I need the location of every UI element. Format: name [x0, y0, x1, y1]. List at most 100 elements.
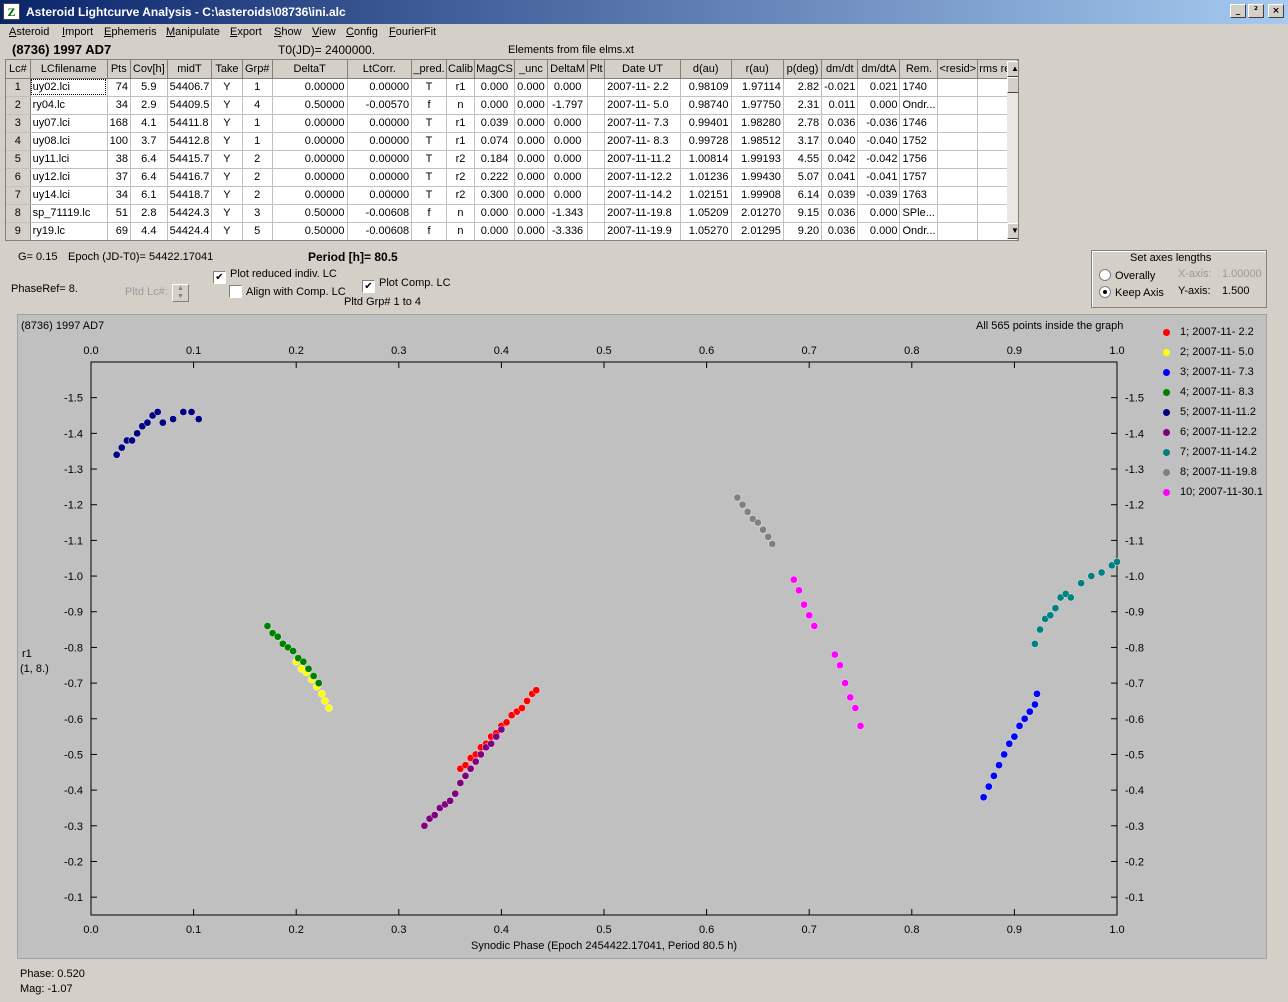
table-cell[interactable]: ry19.lc: [30, 222, 108, 240]
column-header[interactable]: p(deg): [783, 60, 823, 79]
table-cell[interactable]: 54411.8: [167, 114, 213, 133]
table-cell[interactable]: 0.036: [821, 204, 859, 223]
table-cell[interactable]: Y: [211, 186, 243, 205]
table-cell[interactable]: 0.036: [821, 114, 859, 133]
table-cell[interactable]: 0.000: [547, 114, 589, 133]
table-cell[interactable]: 2.8: [130, 204, 168, 223]
table-cell[interactable]: 2: [242, 168, 273, 187]
table-cell[interactable]: [937, 150, 979, 169]
table-cell[interactable]: 2.01270: [731, 204, 784, 223]
table-cell[interactable]: Y: [211, 168, 243, 187]
table-cell[interactable]: Y: [211, 132, 243, 151]
table-cell[interactable]: 2007-11-19.8: [604, 204, 681, 223]
table-cell[interactable]: 0.00000: [347, 168, 413, 187]
table-cell[interactable]: f: [411, 96, 447, 115]
table-cell[interactable]: 3: [6, 114, 31, 133]
table-cell[interactable]: [587, 96, 606, 115]
table-scrollbar[interactable]: ▲ ▼: [1007, 61, 1018, 239]
column-header[interactable]: Rem.: [899, 60, 939, 79]
table-cell[interactable]: uy14.lci: [30, 186, 108, 205]
table-cell[interactable]: f: [411, 222, 447, 240]
table-cell[interactable]: 0.98740: [680, 96, 732, 115]
table-cell[interactable]: [587, 114, 606, 133]
column-header[interactable]: _unc: [514, 60, 548, 79]
table-cell[interactable]: 4: [242, 96, 273, 115]
table-cell[interactable]: 2: [6, 96, 31, 115]
table-cell[interactable]: 4.1: [130, 114, 168, 133]
table-cell[interactable]: 0.00000: [347, 114, 413, 133]
table-cell[interactable]: 0.000: [474, 222, 515, 240]
table-cell[interactable]: 0.000: [857, 96, 901, 115]
table-cell[interactable]: [937, 222, 979, 240]
table-cell[interactable]: 1.01236: [680, 168, 732, 187]
table-cell[interactable]: 0.00000: [347, 78, 413, 97]
table-cell[interactable]: Ondr...: [899, 96, 939, 115]
table-cell[interactable]: r2: [446, 150, 476, 169]
table-cell[interactable]: 0.00000: [272, 132, 348, 151]
table-cell[interactable]: 0.000: [514, 204, 548, 223]
menu-view[interactable]: View: [312, 26, 336, 38]
column-header[interactable]: Date UT: [604, 60, 681, 79]
table-cell[interactable]: T: [411, 132, 447, 151]
table-cell[interactable]: 1: [242, 114, 273, 133]
table-cell[interactable]: r2: [446, 186, 476, 205]
table-cell[interactable]: 1740: [899, 78, 939, 97]
menu-asteroid[interactable]: Asteroid: [9, 26, 50, 38]
table-cell[interactable]: 34: [107, 96, 131, 115]
table-cell[interactable]: 100: [107, 132, 131, 151]
table-cell[interactable]: uy07.lci: [30, 114, 108, 133]
column-header[interactable]: LCfilename: [30, 60, 108, 79]
table-cell[interactable]: [587, 186, 606, 205]
column-header[interactable]: midT: [167, 60, 213, 79]
table-cell[interactable]: 0.00000: [347, 132, 413, 151]
table-cell[interactable]: 0.000: [547, 78, 589, 97]
table-cell[interactable]: 0.000: [514, 168, 548, 187]
table-cell[interactable]: T: [411, 168, 447, 187]
table-cell[interactable]: -0.039: [857, 186, 901, 205]
scroll-down-icon[interactable]: ▼: [1007, 223, 1018, 239]
table-cell[interactable]: 1.97114: [731, 78, 784, 97]
table-cell[interactable]: -0.041: [857, 168, 901, 187]
table-cell[interactable]: 2007-11-11.2: [604, 150, 681, 169]
table-cell[interactable]: 5.07: [783, 168, 823, 187]
table-cell[interactable]: 2007-11-19.9: [604, 222, 681, 240]
column-header[interactable]: Pts: [107, 60, 131, 79]
table-cell[interactable]: [587, 168, 606, 187]
table-cell[interactable]: 168: [107, 114, 131, 133]
table-cell[interactable]: 0.00000: [272, 78, 348, 97]
table-cell[interactable]: 0.50000: [272, 96, 348, 115]
table-cell[interactable]: T: [411, 150, 447, 169]
table-cell[interactable]: 0.011: [821, 96, 859, 115]
column-header[interactable]: DeltaM: [547, 60, 589, 79]
table-cell[interactable]: 2007-11-12.2: [604, 168, 681, 187]
table-cell[interactable]: Y: [211, 114, 243, 133]
table-cell[interactable]: 1: [242, 78, 273, 97]
table-cell[interactable]: r1: [446, 78, 476, 97]
table-cell[interactable]: 0.00000: [272, 114, 348, 133]
table-cell[interactable]: 54409.5: [167, 96, 213, 115]
table-cell[interactable]: 1.98280: [731, 114, 784, 133]
table-cell[interactable]: 6: [6, 168, 31, 187]
table-cell[interactable]: 0.000: [514, 150, 548, 169]
column-header[interactable]: _pred.: [411, 60, 447, 79]
table-cell[interactable]: 0.000: [547, 150, 589, 169]
column-header[interactable]: Plt: [587, 60, 606, 79]
menu-ephemeris[interactable]: Ephemeris: [104, 26, 157, 38]
table-cell[interactable]: 6.14: [783, 186, 823, 205]
table-cell[interactable]: Ondr...: [899, 222, 939, 240]
table-cell[interactable]: 1756: [899, 150, 939, 169]
table-cell[interactable]: 0.039: [821, 186, 859, 205]
table-cell[interactable]: 1.97750: [731, 96, 784, 115]
table-cell[interactable]: Y: [211, 222, 243, 240]
column-header[interactable]: r(au): [731, 60, 784, 79]
table-cell[interactable]: 3: [242, 204, 273, 223]
table-cell[interactable]: [587, 78, 606, 97]
table-cell[interactable]: 3.17: [783, 132, 823, 151]
table-cell[interactable]: 0.000: [514, 186, 548, 205]
keep-axis-radio[interactable]: Keep Axis: [1099, 286, 1164, 299]
table-cell[interactable]: 0.50000: [272, 204, 348, 223]
period-label[interactable]: Period [h]= 80.5: [308, 250, 398, 264]
